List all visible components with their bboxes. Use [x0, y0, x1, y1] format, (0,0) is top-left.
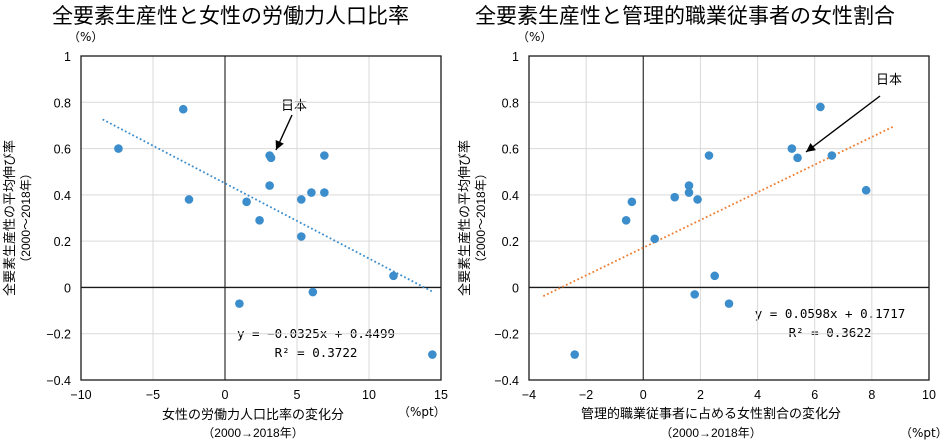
chart-right-y-tick-label: −0.4	[494, 374, 519, 388]
chart-left-x-tick-label: 5	[294, 388, 301, 402]
chart-left-y-tick-label: 0.8	[54, 96, 71, 110]
chart-marks: −10 −5 0 5 10 15−0.4−0.200.20.40.60.81−4 −2 0 2 4…	[46, 50, 936, 402]
chart-right-point	[787, 144, 797, 153]
chart-left-y-unit: （%）	[68, 30, 103, 44]
chart-right-plot: −4 −2 0 2 4 6 8 10 −0.4 −0.2 0 0.2 0.4 0.6 0.8 1	[494, 50, 936, 402]
chart-left-point	[265, 181, 274, 190]
chart-left-annotation: 日本	[281, 99, 307, 114]
chart-left-point	[307, 188, 316, 197]
chart-left-y-tick-label: 0.4	[54, 189, 71, 203]
chart-right-y-unit: （%）	[517, 30, 552, 44]
chart-left-trendline	[102, 118, 435, 294]
chart-left-frame	[80, 55, 442, 381]
chart-left-annotation-arrow-head	[275, 139, 284, 150]
chart-right-x-tick-label: 6	[811, 388, 818, 402]
chart-right-r-squared: R² = 0.3622	[789, 325, 872, 340]
chart-right-x-tick-label: 4	[754, 388, 761, 402]
chart-right-y-tick-label: 0.4	[502, 189, 519, 203]
chart-left-point	[297, 232, 306, 241]
chart-right-y-tick-label: 0.2	[502, 235, 519, 249]
chart-right-annotation-arrow-head	[806, 142, 816, 152]
chart-left-y-tick-label: 0.6	[54, 143, 71, 157]
chart-right-x-unit: （%pt）	[900, 426, 948, 440]
chart-left-y-tick-label: −0.2	[46, 328, 71, 342]
chart-left-x-tick-label: −5	[146, 388, 160, 402]
chart-right-annotation: 日本	[876, 73, 902, 88]
chart-right-point	[710, 271, 720, 281]
chart-right-point	[690, 290, 700, 299]
chart-left-point-japan	[266, 153, 276, 163]
chart-left-point	[255, 216, 264, 225]
chart-right-y-label-main: 全要素生産性の平均伸び率	[457, 140, 473, 296]
chart-left-y-tick-label: −0.4	[46, 374, 71, 388]
chart-left-y-label-sub: （2000～2018年）	[19, 167, 33, 268]
chart-left-point	[297, 195, 306, 204]
chart-right-frame	[528, 55, 930, 381]
chart-left-x-unit: （%pt）	[398, 405, 446, 419]
chart-right-x-tick-label: −2	[579, 388, 593, 402]
chart-right-x-tick-label: 2	[697, 388, 704, 402]
chart-left-point	[320, 188, 329, 197]
chart-left-point	[178, 104, 188, 114]
chart-right-y-tick-label: 0	[512, 281, 519, 295]
chart-left-point	[114, 144, 123, 153]
chart-right-point	[724, 299, 734, 308]
chart-left-y-tick-label: 0	[64, 281, 71, 295]
chart-left-y-tick-label: 0.2	[54, 235, 71, 249]
chart-left-x-tick-label: 0	[222, 388, 229, 402]
chart-left-point	[184, 195, 194, 204]
chart-right-y-tick-label: −0.2	[494, 328, 519, 342]
chart-right-x-tick-label: −4	[522, 388, 536, 402]
chart-right-y-label: 全要素生産性の平均伸び率 （2000～2018年）	[457, 140, 488, 296]
chart-right-x-tick-label: 10	[922, 388, 936, 402]
chart-left-y-label-main: 全要素生産性の平均伸び率	[2, 140, 18, 296]
chart-left-y-label: 全要素生産性の平均伸び率 （2000～2018年）	[2, 140, 33, 296]
chart-left-r-squared: R² = 0.3722	[275, 345, 358, 360]
chart-left-plot: −10 −5 0 5 10 15 −0.4 −0.2 0 0.2 0.4 0.6 0.8 1	[46, 50, 448, 402]
chart-right-title: 全要素生産性と管理的職業従事者の女性割合	[475, 4, 895, 28]
chart-right-point	[684, 188, 694, 197]
chart-right-point	[861, 185, 871, 195]
chart-right-y-label-sub: （2000～2018年）	[474, 167, 488, 268]
chart-left-x-label-sub: （2000→2018年）	[202, 426, 303, 440]
chart-right-point	[650, 234, 660, 244]
chart-left-point	[242, 197, 251, 207]
chart-left-point	[428, 350, 437, 359]
chart-right-point	[570, 350, 580, 359]
chart-left-y-tick-label: 1	[64, 50, 71, 64]
chart-left-point	[320, 151, 329, 160]
chart-right-point	[693, 195, 702, 204]
chart-right-x-tick-label: 0	[640, 388, 647, 402]
chart-right-x-label-sub: （2000→2018年）	[660, 426, 761, 440]
chart-right-equation: y = 0.0598x + 0.1717	[755, 306, 906, 321]
chart-left-x-tick-label: 15	[434, 388, 448, 402]
chart-left-point	[235, 299, 244, 308]
chart-right-annotation-arrow-line	[805, 95, 881, 153]
chart-left-title: 全要素生産性と女性の労働力人口比率	[52, 4, 409, 28]
chart-left-point	[308, 287, 318, 297]
chart-right-point	[704, 151, 714, 160]
chart-right-point	[621, 216, 631, 225]
chart-right-point	[684, 181, 694, 190]
chart-right-point-japan	[793, 153, 802, 163]
chart-left-x-tick-label: 10	[362, 388, 376, 402]
chart-left-x-tick-label: −10	[70, 388, 91, 402]
chart-left-x-label: 女性の労働力人口比率の変化分	[162, 407, 344, 423]
chart-right-point	[670, 192, 680, 202]
chart-right-point	[816, 102, 825, 112]
chart-right-y-tick-label: 0.6	[502, 143, 519, 157]
chart-right-point	[627, 197, 637, 207]
chart-right-point	[827, 151, 837, 160]
chart-right-x-label: 管理的職業従事者に占める女性割合の変化分	[581, 406, 841, 422]
chart-right-trendline	[542, 125, 896, 297]
chart-left-point	[389, 271, 398, 281]
chart-right-y-tick-label: 1	[512, 50, 519, 64]
chart-right-x-tick-label: 8	[868, 388, 875, 402]
chart-right-y-tick-label: 0.8	[502, 96, 519, 110]
